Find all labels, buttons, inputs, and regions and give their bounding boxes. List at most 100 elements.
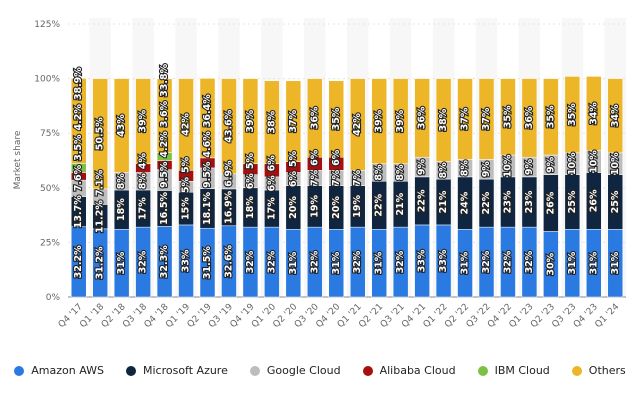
data-label: 32.2%: [73, 245, 84, 278]
bar-segment-others: [586, 76, 602, 151]
data-label: 7%: [309, 169, 320, 186]
bar-segment-others: [242, 78, 259, 165]
y-tick-label: 25%: [40, 238, 60, 248]
bar-segment-others: [607, 78, 624, 154]
data-label: 32%: [309, 250, 320, 273]
data-label: 8%: [438, 162, 449, 179]
stacked-bar-chart: 0% 25% 50% 75% 100% 125% 32.2% 13.7% 7.6% 3.5% 4.…: [13, 18, 626, 330]
legend-item[interactable]: IBM Cloud: [477, 364, 550, 377]
data-label: 18%: [245, 196, 256, 219]
bar-segment-others: [92, 78, 108, 190]
legend-label: Others: [588, 364, 626, 377]
bar-segment-others: [135, 78, 151, 165]
data-label: 50.5%: [95, 117, 106, 150]
data-label: 8%: [374, 164, 385, 181]
data-label: 30%: [545, 252, 556, 275]
bar-segment-others: [543, 78, 559, 156]
data-label: 32%: [524, 250, 535, 273]
data-label: 23%: [502, 190, 513, 213]
data-label: 7.6%: [73, 164, 84, 191]
data-label: 15%: [181, 197, 192, 220]
legend-item[interactable]: Amazon AWS: [14, 364, 104, 377]
y-tick-label: 0%: [46, 293, 61, 303]
data-label: 25%: [567, 190, 578, 213]
data-label: 6%: [309, 149, 320, 166]
legend-item[interactable]: Google Cloud: [249, 364, 341, 377]
legend-item[interactable]: Alibaba Cloud: [362, 364, 456, 377]
data-label: 21%: [395, 192, 406, 215]
data-label: 34%: [610, 104, 621, 127]
legend-label: Alibaba Cloud: [379, 364, 456, 377]
bar-segment-others: [307, 78, 323, 158]
data-label: 32%: [395, 250, 406, 273]
bar-segment-others: [478, 78, 495, 160]
data-label: 6.9%: [223, 160, 234, 187]
y-tick-label: 100%: [34, 75, 60, 85]
data-label: 8%: [116, 173, 127, 190]
data-label: 37%: [288, 109, 299, 132]
data-label: 31.2%: [95, 246, 106, 279]
data-label: 6%: [266, 155, 277, 172]
data-label: 35%: [567, 103, 578, 126]
data-label: 39%: [374, 109, 385, 132]
data-label: 43%: [116, 114, 127, 137]
data-label: 32%: [245, 250, 256, 273]
legend-marker: [571, 365, 582, 376]
data-label: 33.8%: [159, 63, 170, 96]
bar-segment-others: [349, 78, 366, 171]
data-label: 26%: [588, 189, 599, 212]
data-label: 24%: [460, 191, 471, 214]
data-label: 32%: [502, 250, 513, 273]
data-label: 5%: [181, 156, 192, 173]
data-label: 38%: [266, 110, 277, 133]
data-label: 36.4%: [202, 94, 213, 127]
legend-marker: [249, 365, 260, 376]
legend-label: Amazon AWS: [31, 364, 104, 377]
data-label: 22%: [481, 191, 492, 214]
bar-segment-others: [564, 76, 581, 154]
data-label: 39%: [138, 109, 149, 132]
data-label: 23%: [524, 190, 535, 213]
data-label: 9%: [481, 161, 492, 178]
data-label: 37%: [481, 107, 492, 130]
legend-marker: [125, 365, 136, 376]
y-tick-label: 75%: [40, 129, 60, 139]
legend-item[interactable]: Others: [571, 364, 626, 377]
legend-marker: [14, 365, 25, 376]
data-label: 31%: [374, 251, 385, 274]
data-label: 26%: [545, 191, 556, 214]
data-label: 36%: [524, 106, 535, 129]
data-label: 11.2%: [95, 200, 106, 233]
data-label: 6%: [245, 173, 256, 190]
data-label: 35%: [331, 107, 342, 130]
data-label: 6%: [331, 149, 342, 166]
legend-item[interactable]: Microsoft Azure: [125, 364, 228, 377]
data-label: 5%: [181, 177, 192, 194]
data-label: 22%: [374, 193, 385, 216]
data-label: 17%: [266, 197, 277, 220]
data-label: 6%: [288, 171, 299, 188]
data-label: 36%: [309, 106, 320, 129]
data-label: 37%: [460, 107, 471, 130]
data-label: 17%: [138, 197, 149, 220]
bar-segment-others: [221, 78, 237, 175]
data-label: 18.1%: [202, 191, 213, 224]
bar-segment-others: [178, 78, 194, 171]
data-label: 33%: [181, 249, 192, 272]
data-label: 8%: [138, 173, 149, 190]
y-tick-label: 50%: [40, 184, 60, 194]
data-label: 35%: [502, 105, 513, 128]
data-label: 4.2%: [159, 131, 170, 158]
data-label: 32.3%: [159, 245, 170, 278]
data-label: 8%: [460, 160, 471, 177]
data-label: 38%: [438, 108, 449, 131]
data-label: 36%: [417, 106, 428, 129]
y-axis-label: Market share: [13, 130, 23, 189]
data-label: 6%: [266, 175, 277, 192]
data-label: 9%: [417, 159, 428, 176]
bar-segment-others: [328, 80, 345, 158]
data-label: 31.5%: [202, 246, 213, 279]
data-label: 33%: [417, 249, 428, 272]
bar-segment-others: [435, 78, 452, 162]
data-label: 25%: [610, 190, 621, 213]
